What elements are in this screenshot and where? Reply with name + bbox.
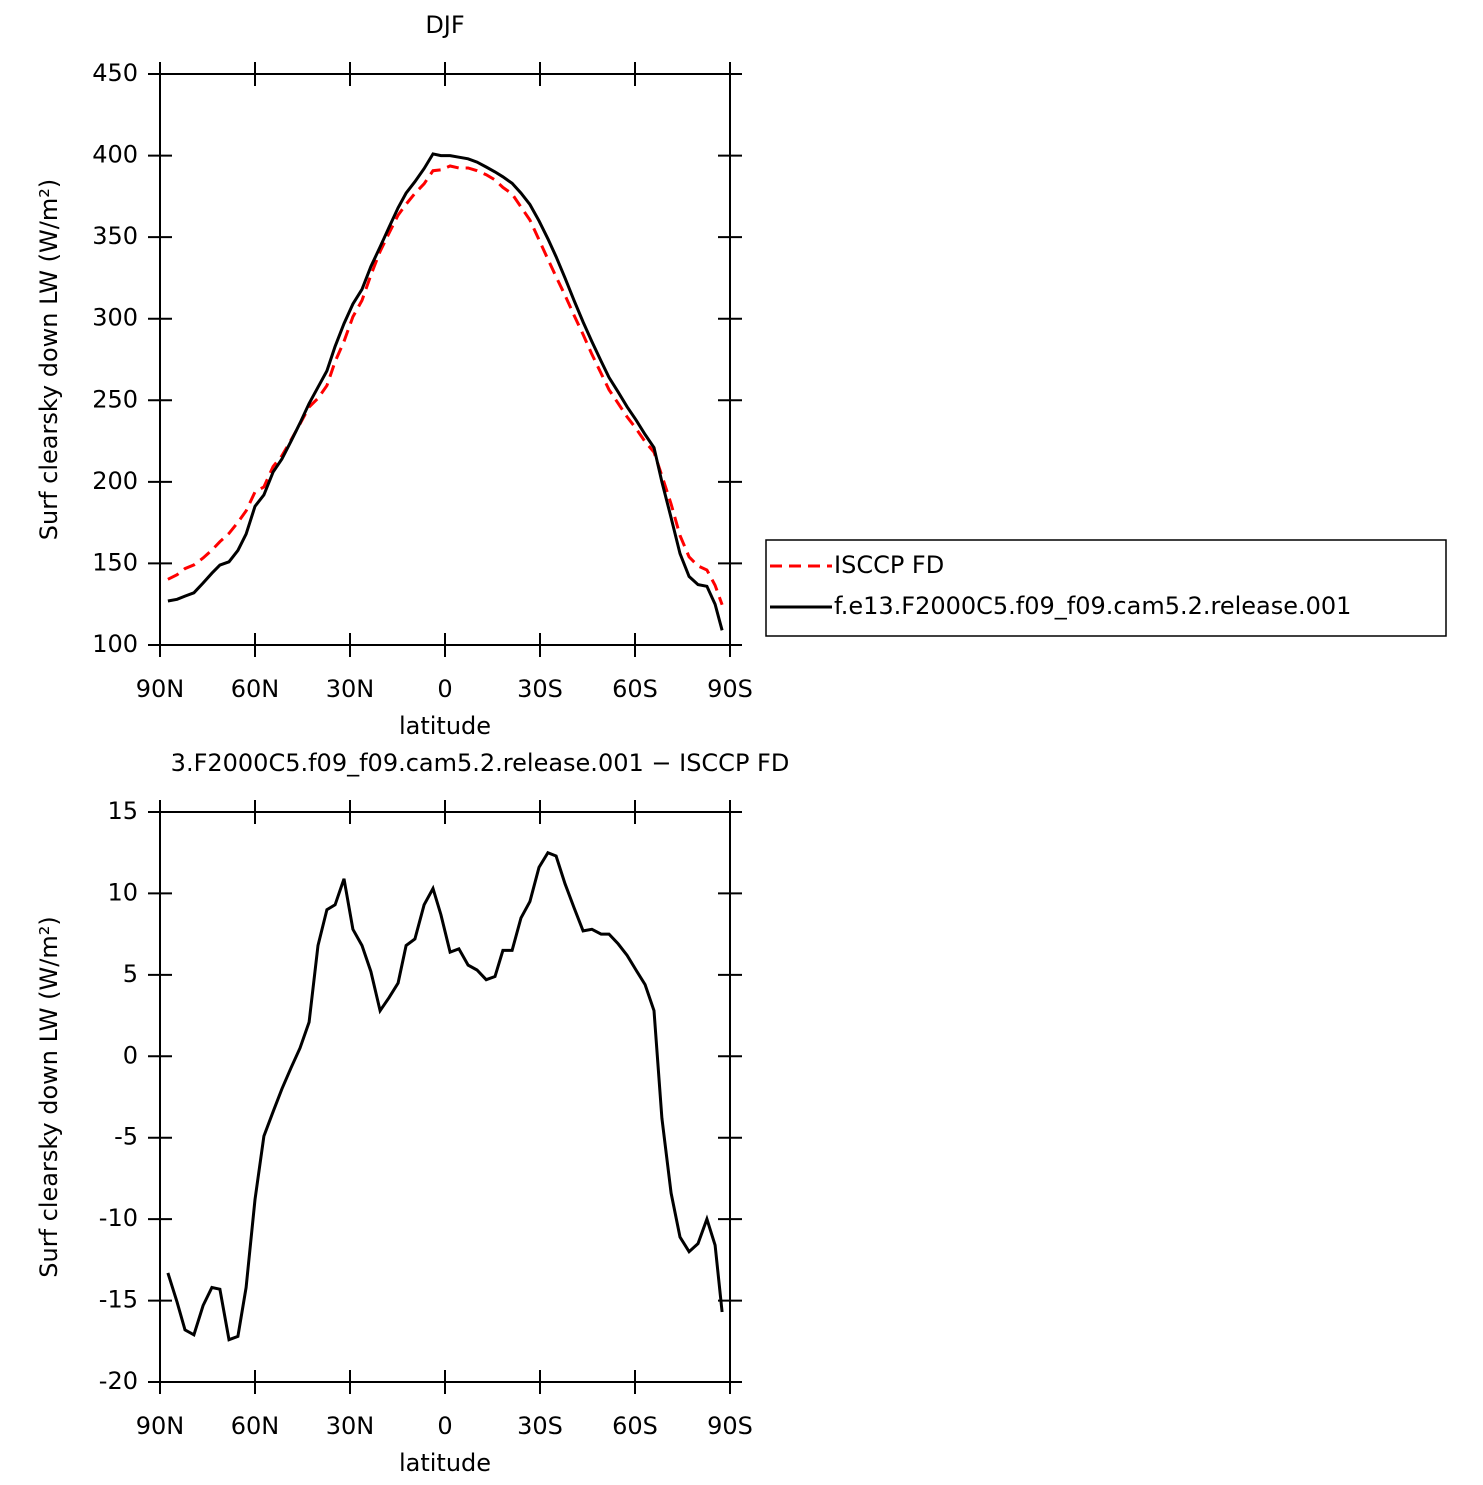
x-tick-label: 30N	[326, 675, 375, 703]
series-line	[167, 164, 724, 606]
y-tick-label: 15	[107, 797, 138, 825]
y-tick-label: 450	[92, 59, 138, 87]
x-tick-label: 60S	[612, 1412, 658, 1440]
x-tick-label: 90S	[707, 1412, 753, 1440]
y-axis-label: Surf clearsky down LW (W/m²)	[35, 179, 63, 540]
y-tick-label: 10	[107, 878, 138, 906]
y-axis-label: Surf clearsky down LW (W/m²)	[35, 916, 63, 1277]
x-tick-label: 90N	[136, 675, 185, 703]
x-tick-label: 30S	[517, 1412, 563, 1440]
y-tick-label: 350	[92, 222, 138, 250]
x-tick-label: 60N	[231, 675, 280, 703]
y-tick-label: 300	[92, 304, 138, 332]
legend-box	[765, 539, 1447, 637]
y-tick-label: -10	[99, 1204, 138, 1232]
y-tick-label: -15	[99, 1286, 138, 1314]
x-tick-label: 90N	[136, 1412, 185, 1440]
plot-frame	[159, 73, 731, 646]
x-tick-label: 30S	[517, 675, 563, 703]
series-line	[166, 850, 724, 1342]
y-tick-label: 0	[123, 1041, 138, 1069]
x-tick-label: 90S	[707, 675, 753, 703]
series-line	[167, 152, 724, 631]
y-tick-label: 100	[92, 630, 138, 658]
y-tick-label: 250	[92, 385, 138, 413]
y-tick-label: -5	[114, 1123, 138, 1151]
y-tick-label: 150	[92, 548, 138, 576]
x-tick-label: 0	[437, 1412, 452, 1440]
x-tick-label: 30N	[326, 1412, 375, 1440]
x-axis-label: latitude	[399, 712, 491, 740]
y-tick-label: 400	[92, 141, 138, 169]
chart-title: DJF	[425, 11, 464, 39]
legend-label: ISCCP FD	[834, 551, 944, 579]
y-tick-label: -20	[99, 1367, 138, 1395]
y-tick-label: 200	[92, 467, 138, 495]
x-tick-label: 60S	[612, 675, 658, 703]
x-tick-label: 0	[437, 675, 452, 703]
x-tick-label: 60N	[231, 1412, 280, 1440]
x-axis-label: latitude	[399, 1449, 491, 1477]
chart-title: 3.F2000C5.f09_f09.cam5.2.release.001 − I…	[171, 749, 790, 777]
legend-label: f.e13.F2000C5.f09_f09.cam5.2.release.001	[834, 592, 1351, 620]
y-tick-label: 5	[123, 960, 138, 988]
